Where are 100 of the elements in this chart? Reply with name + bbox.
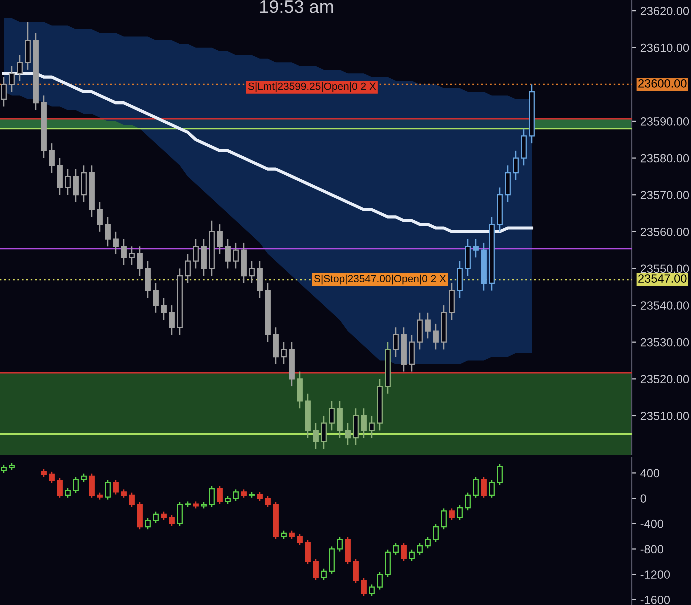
y-tick-label: 23520.00 bbox=[640, 375, 690, 384]
candlestick bbox=[129, 246, 135, 266]
candlestick bbox=[57, 478, 63, 499]
chart-title: 19:53 am bbox=[260, 0, 334, 14]
annotation: S|Lmt|23599.25|Open|0 2 X bbox=[248, 82, 376, 92]
candlestick bbox=[73, 168, 79, 204]
candlestick bbox=[105, 216, 111, 248]
candlestick bbox=[449, 282, 455, 321]
candlestick bbox=[361, 408, 367, 439]
candlestick bbox=[113, 480, 119, 496]
candlestick bbox=[409, 334, 415, 372]
candlestick bbox=[233, 489, 239, 502]
y-tick-label: 23550.00 bbox=[640, 264, 690, 274]
candlestick bbox=[297, 533, 303, 546]
candlestick bbox=[97, 202, 103, 233]
candlestick bbox=[257, 260, 263, 299]
candlestick bbox=[369, 415, 375, 439]
candlestick bbox=[433, 323, 439, 350]
candlestick bbox=[193, 238, 199, 270]
candlestick bbox=[89, 473, 95, 499]
candlestick bbox=[457, 504, 463, 521]
candlestick bbox=[313, 558, 319, 581]
candlestick bbox=[233, 242, 239, 270]
candlestick bbox=[393, 542, 399, 556]
candlestick bbox=[281, 342, 287, 366]
candlestick bbox=[201, 238, 207, 277]
candlestick bbox=[105, 480, 111, 500]
candlestick bbox=[345, 536, 351, 566]
candlestick bbox=[425, 536, 431, 550]
candlestick bbox=[329, 546, 335, 575]
candlestick bbox=[417, 312, 423, 350]
candlestick bbox=[385, 549, 391, 578]
candlestick bbox=[217, 486, 223, 505]
candlestick bbox=[313, 422, 319, 450]
candlestick bbox=[129, 492, 135, 508]
candlestick bbox=[297, 371, 303, 410]
y-tick-label: 23540.00 bbox=[640, 302, 690, 310]
candlestick bbox=[209, 486, 215, 508]
candlestick bbox=[521, 128, 527, 166]
candlestick bbox=[1, 76, 7, 108]
ref-line-label: 23547.00 bbox=[638, 274, 687, 283]
candlestick bbox=[145, 518, 151, 530]
candlestick bbox=[169, 304, 175, 336]
candlestick bbox=[161, 298, 167, 321]
candlestick bbox=[513, 150, 519, 182]
candlestick bbox=[57, 158, 63, 196]
candlestick bbox=[377, 571, 383, 590]
y-tick-label: 23530.00 bbox=[640, 338, 690, 347]
y-tick-label: 23570.00 bbox=[640, 191, 690, 200]
candlestick bbox=[177, 502, 183, 528]
candlestick bbox=[425, 312, 431, 340]
ref-line-label: 23600.00 bbox=[638, 79, 687, 88]
candlestick bbox=[369, 584, 375, 597]
candlestick bbox=[73, 476, 79, 494]
y-tick-label: 23580.00 bbox=[640, 154, 690, 163]
candlestick bbox=[81, 165, 87, 204]
candlestick bbox=[121, 238, 127, 266]
candlestick bbox=[249, 260, 255, 284]
candlestick bbox=[113, 231, 119, 255]
y-tick-label: 23590.00 bbox=[640, 118, 690, 126]
candlestick bbox=[17, 54, 23, 82]
y-tick-label: 23610.00 bbox=[640, 44, 690, 52]
candlestick bbox=[321, 415, 327, 450]
candlestick bbox=[153, 282, 159, 314]
y-tick-label: 0 bbox=[640, 494, 646, 503]
candlestick bbox=[137, 502, 143, 530]
candlestick bbox=[361, 578, 367, 597]
candlestick bbox=[393, 327, 399, 358]
y-tick-label: -1600 bbox=[640, 596, 670, 604]
candlestick bbox=[337, 400, 343, 439]
candlestick bbox=[481, 476, 487, 499]
candlestick bbox=[49, 142, 55, 174]
candlestick bbox=[137, 246, 143, 277]
candlestick bbox=[273, 327, 279, 366]
candlestick bbox=[465, 492, 471, 512]
candlestick bbox=[329, 400, 335, 432]
candlestick bbox=[217, 224, 223, 255]
annotation: S|Stop|23547.00|Open|0 2 X bbox=[314, 274, 446, 285]
candlestick bbox=[433, 524, 439, 543]
candlestick bbox=[497, 464, 503, 486]
y-tick-label: 23560.00 bbox=[640, 228, 690, 236]
candlestick bbox=[505, 165, 511, 204]
y-tick-label: -400 bbox=[640, 520, 664, 528]
candlestick bbox=[185, 253, 191, 284]
y-tick-label: 23620.00 bbox=[640, 7, 690, 16]
candlestick bbox=[145, 260, 151, 299]
candlestick bbox=[337, 536, 343, 552]
candlestick bbox=[225, 238, 231, 270]
y-tick-label: 400 bbox=[640, 469, 660, 478]
candlestick bbox=[353, 408, 359, 446]
candlestick bbox=[473, 476, 479, 499]
candlestick bbox=[353, 558, 359, 584]
candlestick bbox=[9, 66, 15, 93]
candlestick bbox=[25, 21, 31, 71]
candlestick bbox=[153, 511, 159, 524]
candlestick bbox=[473, 238, 479, 258]
candlestick bbox=[169, 514, 175, 528]
candlestick bbox=[409, 549, 415, 562]
candlestick bbox=[49, 471, 55, 484]
y-tick-label: -800 bbox=[640, 545, 664, 554]
